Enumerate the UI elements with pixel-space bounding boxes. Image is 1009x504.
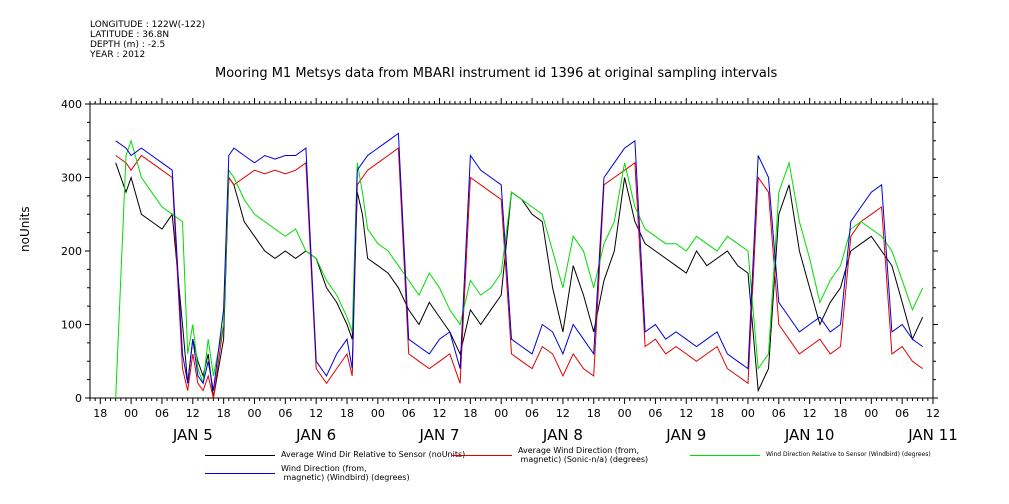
x-tick-label: 00 [741, 407, 755, 420]
legend-swatch-black [205, 455, 275, 456]
x-tick-label: 18 [340, 407, 354, 420]
x-tick-label: 18 [463, 407, 477, 420]
x-tick-label: 18 [833, 407, 847, 420]
day-label: JAN 8 [542, 426, 583, 444]
x-tick-label: 18 [710, 407, 724, 420]
x-tick-label: 12 [433, 407, 447, 420]
y-tick-label: 100 [61, 319, 82, 332]
legend-label-green: Wind Direction Relative to Sensor (Windb… [766, 451, 931, 458]
legend-label-blue: Wind Direction (from, magnetic) (Windbir… [281, 464, 410, 482]
year-label: YEAR : 2012 [90, 50, 146, 60]
day-label: JAN 10 [784, 426, 835, 444]
legend-item-red: Average Wind Direction (from, magnetic) … [452, 446, 648, 464]
series-line-1 [115, 147, 923, 399]
x-tick-label: 18 [217, 407, 231, 420]
legend-item-green: Wind Direction Relative to Sensor (Windb… [690, 450, 931, 459]
x-tick-label: 18 [587, 407, 601, 420]
x-tick-label: 12 [186, 407, 200, 420]
x-tick-label: 00 [494, 407, 508, 420]
day-label: JAN 6 [295, 426, 336, 444]
y-tick-label: 0 [75, 392, 82, 405]
x-tick-label: 12 [803, 407, 817, 420]
longitude-label: LONGITUDE : 122W(-122) [90, 20, 206, 30]
day-label: JAN 7 [419, 426, 460, 444]
series-line-3 [115, 132, 923, 391]
y-tick-label: 400 [61, 98, 82, 111]
x-tick-label: 00 [864, 407, 878, 420]
y-tick-label: 200 [61, 245, 82, 258]
y-tick-label: 300 [61, 172, 82, 185]
x-tick-label: 00 [124, 407, 138, 420]
legend-label-black: Average Wind Dir Relative to Sensor (noU… [281, 450, 466, 459]
legend-item-black: Average Wind Dir Relative to Sensor (noU… [205, 450, 465, 459]
x-tick-label: 12 [556, 407, 570, 420]
x-tick-label: 18 [93, 407, 107, 420]
x-tick-label: 06 [155, 407, 169, 420]
x-tick-label: 06 [278, 407, 292, 420]
legend-swatch-blue [205, 473, 275, 474]
x-tick-label: 06 [402, 407, 416, 420]
x-tick-label: 00 [247, 407, 261, 420]
x-tick-label: 12 [679, 407, 693, 420]
metadata-header: LONGITUDE : 122W(-122) LATITUDE : 36.8N … [90, 20, 205, 60]
legend-item-blue: Wind Direction (from, magnetic) (Windbir… [205, 464, 410, 482]
x-tick-label: 06 [772, 407, 786, 420]
x-tick-label: 12 [926, 407, 940, 420]
day-label: JAN 5 [172, 426, 213, 444]
chart-title: Mooring M1 Metsys data from MBARI instru… [215, 66, 778, 81]
day-label: JAN 9 [665, 426, 706, 444]
x-tick-label: 06 [525, 407, 539, 420]
legend-label-red: Average Wind Direction (from, magnetic) … [518, 446, 649, 464]
day-label: JAN 11 [907, 426, 958, 444]
latitude-label: LATITUDE : 36.8N [90, 30, 170, 40]
x-tick-label: 06 [895, 407, 909, 420]
x-tick-label: 12 [309, 407, 323, 420]
x-tick-label: 06 [648, 407, 662, 420]
x-tick-label: 00 [371, 407, 385, 420]
x-tick-label: 00 [618, 407, 632, 420]
legend-swatch-green [690, 455, 760, 456]
legend-swatch-red [452, 455, 512, 456]
depth-label: DEPTH (m) : -2.5 [90, 40, 166, 50]
